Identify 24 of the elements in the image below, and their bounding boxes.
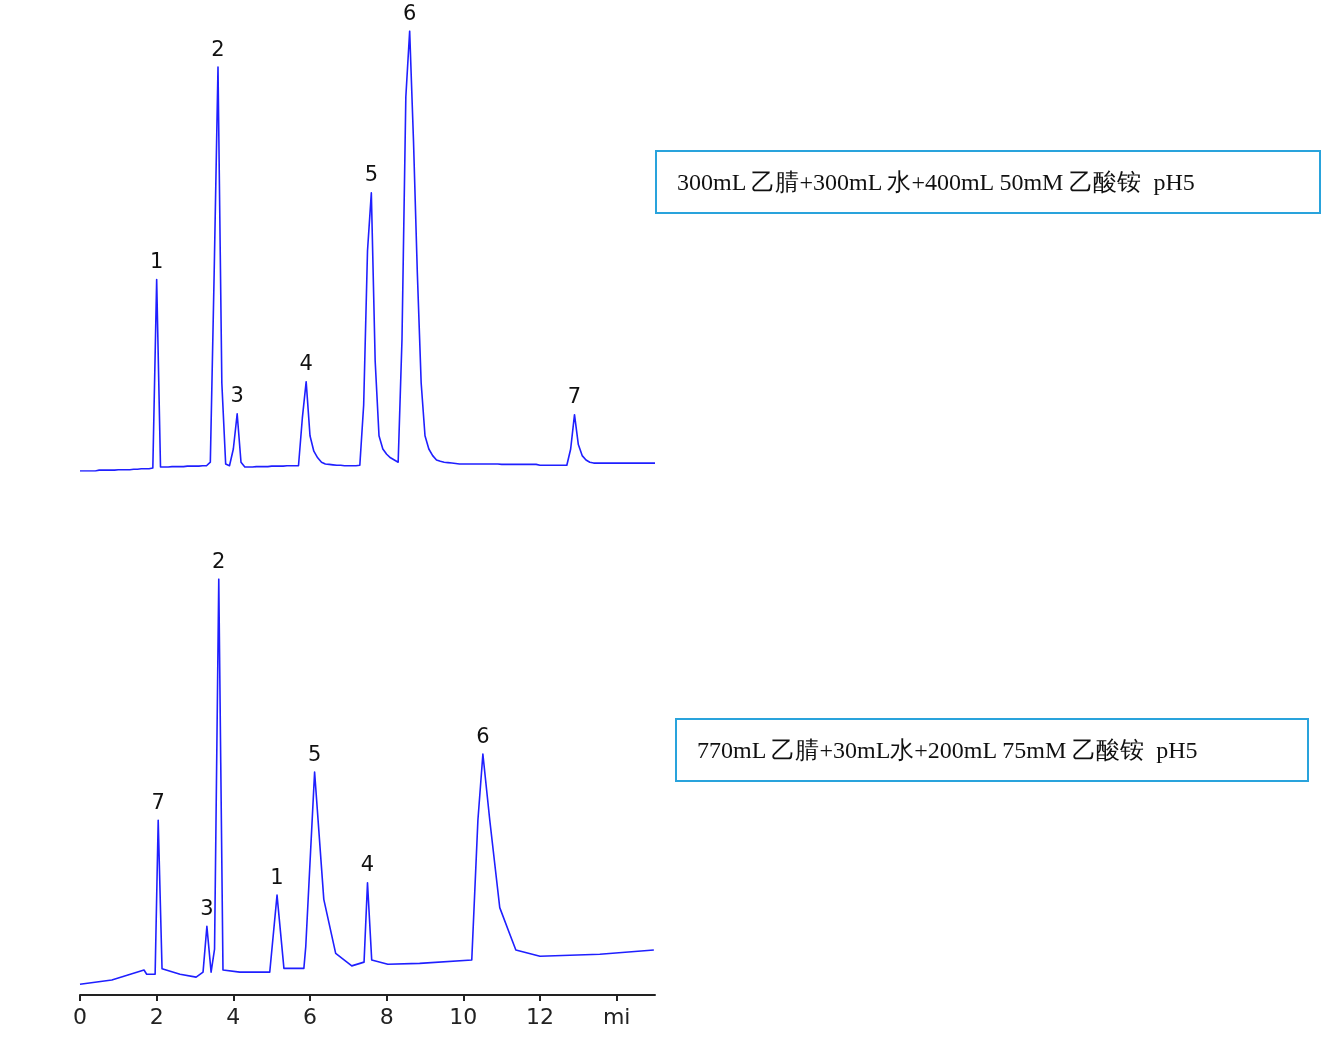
annotation: 7 [151, 789, 165, 814]
x-tick-label: 10 [449, 1003, 478, 1029]
text-box: 300mL 乙腈+300mL 水+400mL 50mM 乙酸铵 pH5 [655, 150, 1321, 214]
text-box: 770mL 乙腈+30mL水+200mL 75mM 乙酸铵 pH5 [675, 718, 1309, 782]
annotation: 4 [299, 351, 313, 376]
annotation: 3 [230, 383, 244, 408]
annotation: 4 [360, 852, 375, 877]
annotation: 7 [567, 384, 582, 409]
x-tick-label: 2 [149, 1003, 164, 1029]
annotation: 6 [476, 723, 490, 748]
annotation: 6 [402, 0, 417, 25]
annotation: 1 [270, 864, 284, 889]
x-tick-label: 12 [526, 1003, 554, 1029]
annotation: 2 [212, 548, 226, 573]
annotation: 5 [307, 741, 322, 766]
annotation: 1 [149, 249, 164, 274]
annotation: 5 [364, 162, 379, 187]
x-tick-label: 4 [226, 1003, 241, 1029]
x-tick-label: 8 [379, 1003, 394, 1029]
annotation: 3 [200, 895, 214, 920]
x-tick-label: mi [602, 1003, 631, 1029]
x-tick-label: 0 [73, 1003, 87, 1029]
annotation: 2 [211, 36, 225, 61]
x-tick-label: 6 [303, 1003, 317, 1029]
